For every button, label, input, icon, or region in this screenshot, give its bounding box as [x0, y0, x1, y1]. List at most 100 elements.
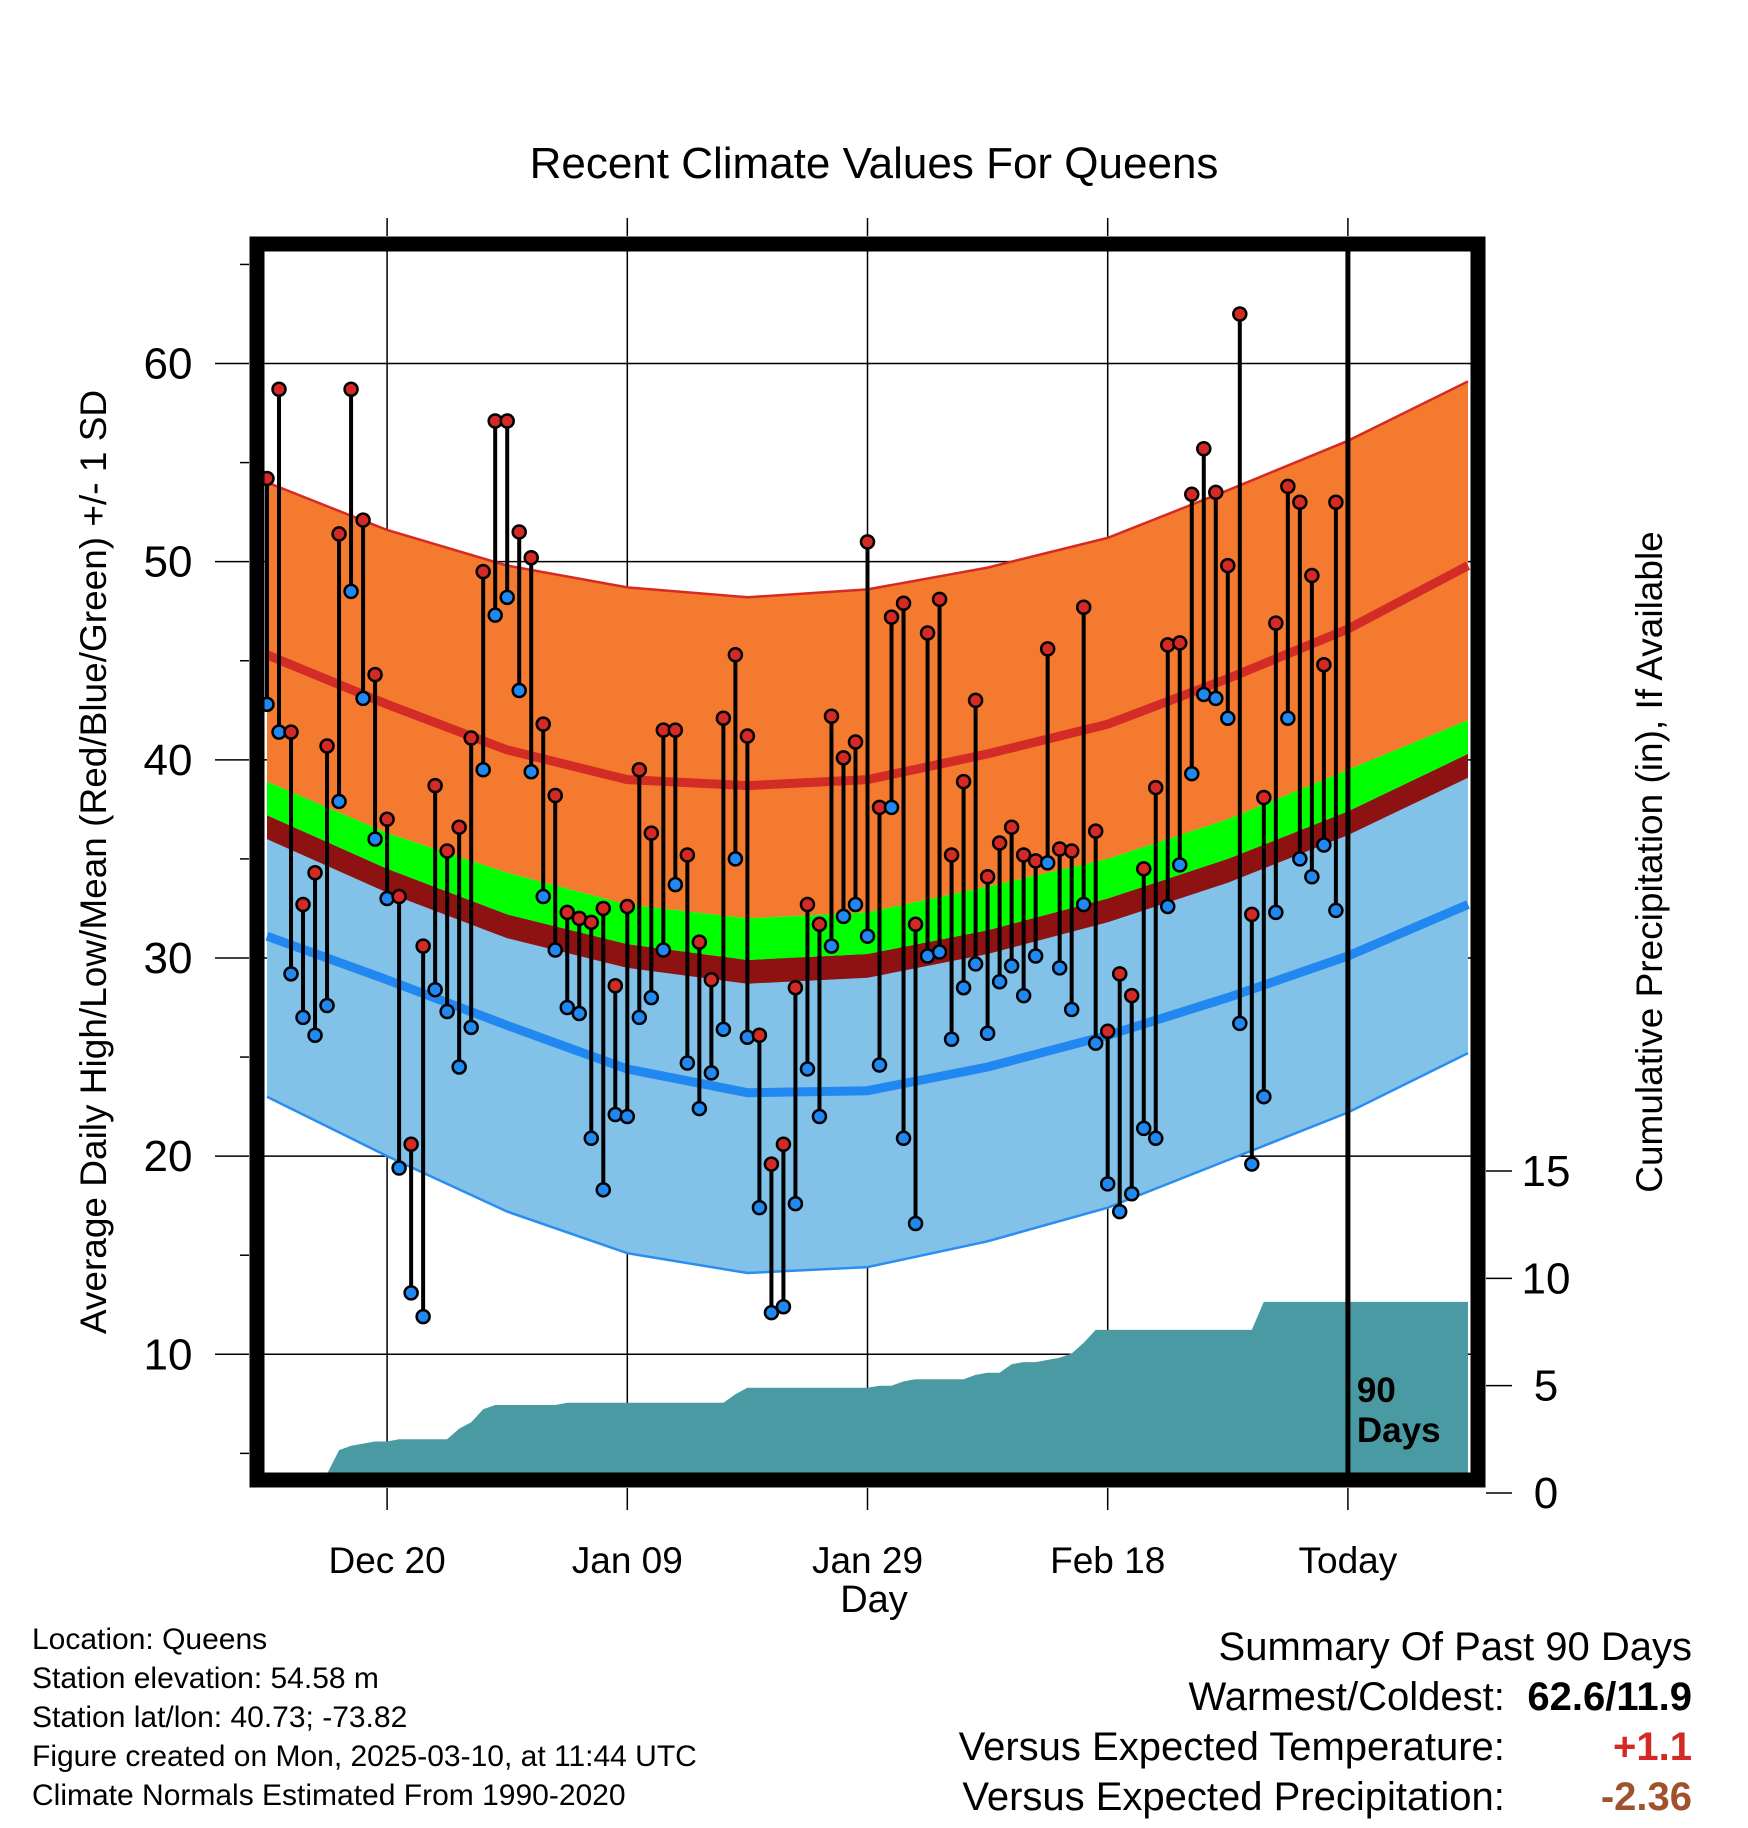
daily-low-point — [967, 956, 984, 972]
x-tick-label: Jan 29 — [812, 1540, 923, 1581]
daily-low-point — [1220, 710, 1236, 726]
y2-axis-label: Cumulative Precipitation (in), If Availa… — [1629, 531, 1670, 1193]
daily-high-point — [679, 847, 696, 863]
x-tick-label: Today — [1299, 1540, 1398, 1581]
daily-low-point — [811, 1108, 828, 1125]
daily-low-point — [1063, 1001, 1080, 1018]
elevation-text: Station elevation: 54.58 m — [32, 1662, 379, 1695]
daily-high-point — [511, 524, 527, 540]
temperature-anomaly-value: +1.1 — [1613, 1725, 1692, 1769]
daily-low-point — [727, 851, 744, 867]
daily-low-point — [1292, 851, 1308, 867]
daily-high-point — [535, 716, 551, 732]
daily-low-point — [571, 1005, 588, 1022]
daily-low-point — [1172, 857, 1188, 873]
daily-low-point — [427, 981, 443, 998]
daily-low-point — [751, 1199, 768, 1216]
daily-high-point — [1316, 656, 1332, 673]
daily-low-point — [451, 1059, 467, 1075]
temperature-anomaly-label: Versus Expected Temperature: — [958, 1725, 1505, 1769]
daily-high-point — [739, 728, 756, 744]
daily-low-point — [1328, 902, 1344, 919]
daily-low-point — [1003, 958, 1020, 974]
created-text: Figure created on Mon, 2025-03-10, at 11… — [32, 1740, 697, 1773]
warmest-coldest-value: 62.6/11.9 — [1527, 1675, 1692, 1719]
daily-high-point — [439, 843, 455, 859]
daily-high-point — [1087, 823, 1104, 839]
x-tick-label: Jan 09 — [572, 1540, 683, 1581]
daily-high-point — [727, 647, 744, 663]
daily-low-point — [1039, 855, 1056, 871]
daily-high-point — [811, 916, 828, 933]
daily-low-point — [535, 888, 551, 905]
y-tick-label: 40 — [144, 736, 193, 785]
daily-low-point — [559, 999, 575, 1016]
summary-title: Summary Of Past 90 Days — [1218, 1625, 1692, 1669]
daily-high-point — [1039, 641, 1056, 657]
daily-low-point — [1280, 710, 1296, 726]
daily-low-point — [1244, 1156, 1260, 1172]
daily-low-point — [1075, 896, 1092, 913]
daily-low-point — [1208, 690, 1224, 707]
daily-high-point — [1063, 843, 1080, 859]
y2-tick-label: 5 — [1534, 1362, 1558, 1411]
daily-low-point — [595, 1182, 612, 1198]
daily-low-point — [883, 799, 900, 816]
daily-low-point — [367, 831, 383, 847]
daily-high-point — [547, 787, 563, 804]
daily-high-point — [1123, 987, 1140, 1004]
daily-high-point — [643, 825, 660, 841]
daily-high-point — [427, 777, 443, 794]
plot-frame — [249, 236, 1486, 1488]
daily-low-point — [403, 1285, 419, 1301]
station-metadata: Location: Queens Station elevation: 54.5… — [32, 1620, 697, 1815]
y2-tick-label: 0 — [1534, 1469, 1558, 1518]
daily-high-point — [703, 972, 720, 988]
daily-low-point — [763, 1304, 780, 1321]
daily-low-point — [691, 1100, 708, 1117]
daily-low-point — [391, 1160, 407, 1176]
daily-low-point — [1304, 868, 1320, 885]
normals-text: Climate Normals Estimated From 1990-2020 — [32, 1779, 626, 1812]
precipitation-anomaly-row: Versus Expected Precipitation: -2.36 — [959, 1772, 1692, 1822]
daily-low-point — [583, 1130, 600, 1147]
daily-low-point — [679, 1055, 696, 1071]
daily-high-point — [751, 1027, 768, 1044]
daily-low-point — [283, 966, 299, 982]
daily-high-point — [415, 938, 431, 954]
daily-low-point — [1087, 1035, 1104, 1051]
daily-low-point — [331, 793, 347, 810]
daily-low-point — [1135, 1120, 1152, 1137]
daily-high-point — [391, 888, 407, 905]
daily-low-point — [415, 1308, 431, 1325]
daily-low-point — [1316, 837, 1332, 853]
daily-high-point — [271, 381, 287, 398]
daily-low-point — [955, 979, 972, 996]
daily-high-point — [463, 730, 479, 746]
daily-high-point — [1015, 847, 1032, 863]
daily-high-point — [319, 738, 335, 754]
low-sd-lower-line — [266, 1051, 1469, 1275]
daily-low-point — [907, 1215, 924, 1232]
daily-low-point — [871, 1057, 888, 1073]
daily-high-point — [1292, 494, 1308, 510]
daily-high-point — [1111, 966, 1128, 982]
daily-high-point — [931, 591, 948, 608]
y-tick-label: 50 — [144, 538, 193, 587]
daily-low-point — [655, 942, 672, 958]
daily-low-point — [1099, 1176, 1116, 1192]
daily-high-point — [1256, 789, 1272, 806]
daily-low-point — [775, 1298, 792, 1315]
daily-high-point — [1280, 478, 1296, 495]
y-tick-label: 30 — [144, 934, 193, 983]
daily-low-point — [487, 607, 503, 623]
daily-low-point — [799, 1061, 816, 1077]
daily-high-point — [1268, 615, 1284, 631]
daily-high-point — [475, 563, 491, 580]
daily-low-point — [1051, 960, 1068, 976]
daily-high-point — [283, 724, 299, 740]
daily-high-point — [631, 761, 648, 778]
warmest-coldest-label: Warmest/Coldest: — [1188, 1675, 1505, 1719]
daily-low-point — [859, 928, 876, 944]
